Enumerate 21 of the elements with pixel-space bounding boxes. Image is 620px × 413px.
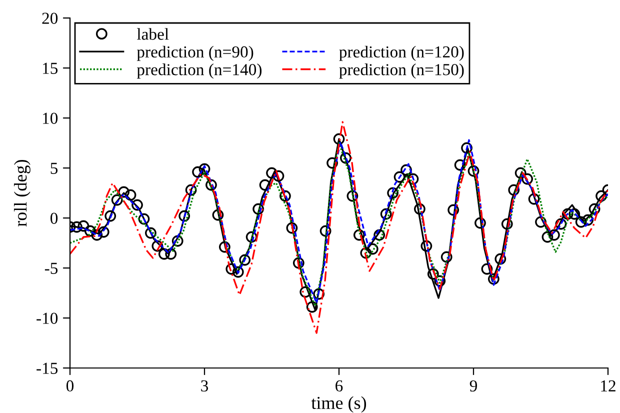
y-tick-label: -15: [36, 362, 58, 374]
x-tick-label: 9: [470, 380, 477, 392]
legend-label: label: [137, 28, 169, 40]
y-tick-label: 0: [50, 212, 58, 224]
line-series: [70, 121, 608, 334]
y-tick-label: 20: [42, 12, 58, 24]
x-tick-label: 0: [66, 380, 74, 392]
legend-label: prediction (n=90): [136, 46, 254, 61]
y-axis-title: roll (deg): [14, 160, 30, 226]
x-tick-label: 12: [601, 380, 616, 392]
y-tick-label: -10: [36, 312, 58, 324]
legend-label: prediction (n=140): [136, 64, 262, 79]
legend-label: prediction (n=120): [339, 46, 464, 61]
x-tick-label: 6: [336, 380, 343, 392]
legend-label: prediction (n=150): [339, 64, 464, 79]
y-tick-label: -5: [44, 262, 58, 274]
x-axis-title: time (s): [311, 396, 366, 413]
y-tick-label: 15: [42, 62, 58, 74]
y-tick-label: 10: [42, 112, 58, 124]
x-tick-label: 3: [201, 380, 208, 392]
y-tick-label: 5: [50, 162, 58, 174]
